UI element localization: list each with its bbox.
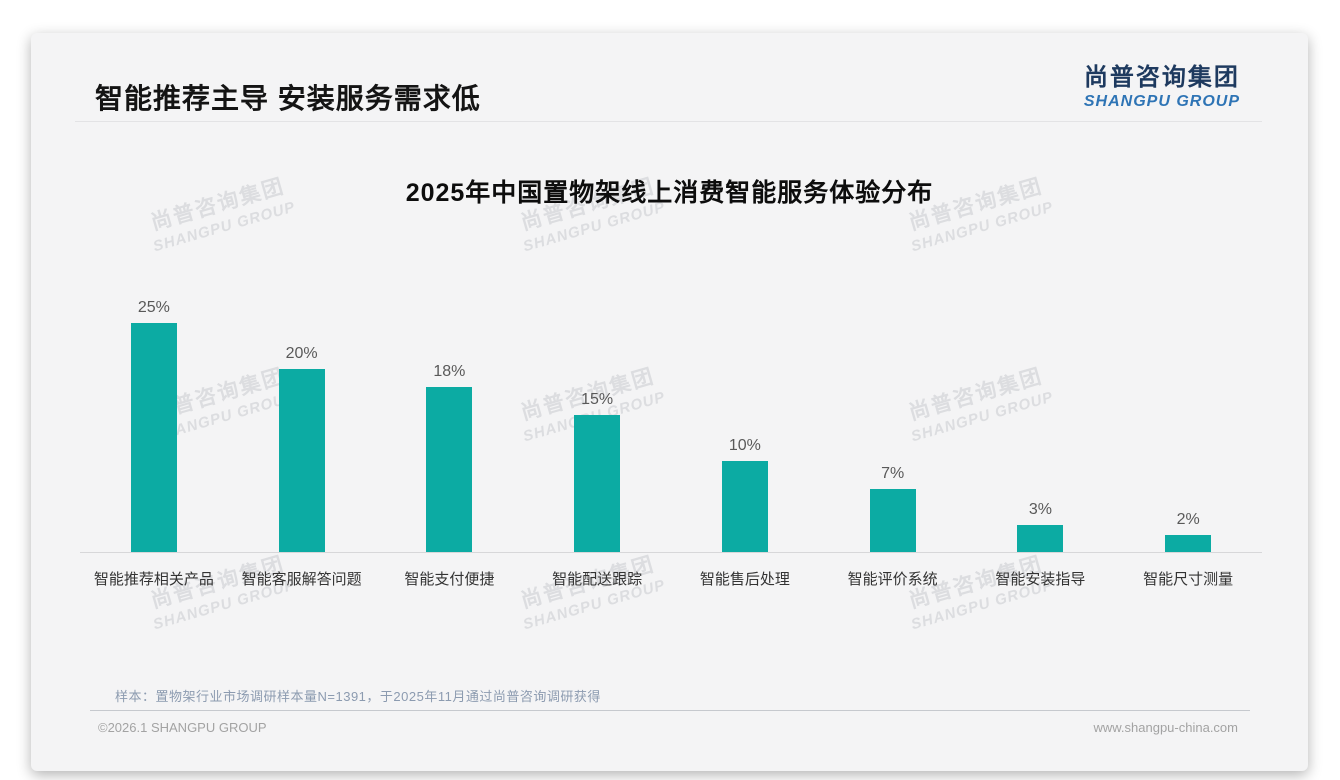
logo-chinese-text: 尚普咨询集团 <box>1083 64 1240 91</box>
bar-value-label: 15% <box>581 391 614 408</box>
sample-note: 样本：置物架行业市场调研样本量N=1391，于2025年11月通过尚普咨询调研获… <box>115 689 601 704</box>
bar-column: 25% <box>80 283 228 553</box>
footer-divider <box>90 710 1250 711</box>
bar-value-label: 7% <box>881 464 905 482</box>
bar-value-label: 3% <box>1028 501 1052 519</box>
bar-column: 10% <box>671 283 819 553</box>
category-label: 智能评价系统 <box>847 571 938 588</box>
slide-card: 尚普咨询集团 SHANGPU GROUP 尚普咨询集团 SHANGPU GROUP 尚普… <box>31 33 1308 771</box>
bar-column: 18% <box>376 283 524 553</box>
bar-column: 15% <box>523 283 671 553</box>
footer-website: www.shangpu-china.com <box>1093 720 1238 735</box>
category-label: 智能配送跟踪 <box>552 571 643 588</box>
category-label: 智能推荐相关产品 <box>93 571 214 588</box>
footer-copyright: ©2026.1 SHANGPU GROUP <box>98 720 267 735</box>
chart-title: 2025年中国置物架线上消费智能服务体验分布 <box>405 179 934 207</box>
bar <box>574 415 621 553</box>
bar-columns: 25% 20% 18% 15% 10% 7% 3% 2% <box>80 283 1262 553</box>
bar <box>426 387 473 553</box>
bar <box>130 323 177 553</box>
bar-column: 2% <box>1114 283 1262 553</box>
logo-english-text: SHANGPU GROUP <box>1083 93 1240 110</box>
company-logo: 尚普咨询集团 SHANGPU GROUP <box>1084 57 1240 111</box>
category-label: 智能安装指导 <box>995 571 1086 588</box>
bar-value-label: 18% <box>433 363 466 381</box>
category-label: 智能尺寸测量 <box>1143 571 1234 588</box>
category-label: 智能支付便捷 <box>404 571 495 588</box>
slide-content: 智能推荐主导 安装服务需求低 尚普咨询集团 SHANGPU GROUP 2025… <box>31 33 1308 771</box>
bar-value-label: 20% <box>285 345 318 362</box>
category-labels: 智能推荐相关产品 智能客服解答问题 智能支付便捷 智能配送跟踪 智能售后处理 智能评价系统… <box>80 568 1262 589</box>
category-label: 智能客服解答问题 <box>241 571 362 588</box>
page-title: 智能推荐主导 安装服务需求低 <box>95 83 481 114</box>
bar-column: 3% <box>967 283 1115 553</box>
x-axis-line <box>80 552 1262 553</box>
bar <box>1017 525 1064 553</box>
bar-value-label: 10% <box>728 437 761 454</box>
bar <box>1165 534 1212 553</box>
bar-column: 20% <box>228 283 376 553</box>
bar <box>869 488 916 553</box>
title-divider <box>75 121 1262 122</box>
bar-value-label: 2% <box>1176 510 1200 528</box>
category-label: 智能售后处理 <box>699 571 790 588</box>
footer: ©2026.1 SHANGPU GROUP www.shangpu-china.… <box>98 720 1238 735</box>
bar-column: 7% <box>819 283 967 553</box>
bar <box>278 369 325 553</box>
bar-value-label: 25% <box>137 299 170 316</box>
bar <box>721 461 768 553</box>
